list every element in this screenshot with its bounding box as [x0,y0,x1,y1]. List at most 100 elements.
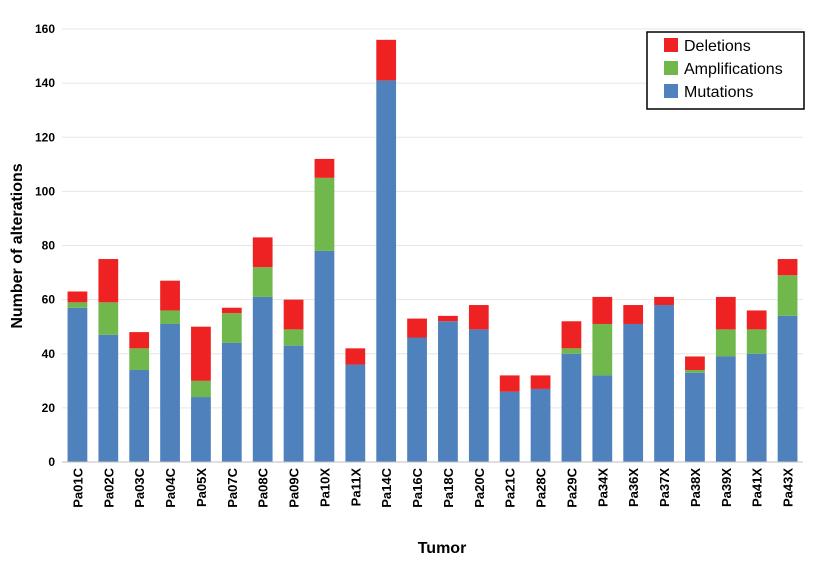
x-tick-label: Pa02C [101,467,116,507]
bar-amplifications-pa38x [685,369,705,373]
x-tick-label: Pa41X [750,468,765,507]
x-tick-label: Pa39X [719,468,734,507]
bar-amplifications-pa07c [221,313,242,343]
x-tick-label: Pa07C [225,467,240,507]
bar-amplifications-pa02c [98,302,119,335]
bar-amplifications-pa09c [283,329,304,346]
x-tick-label: Pa28C [534,467,549,507]
y-tick-label: 100 [35,184,55,198]
bar-amplifications-pa03c [129,348,150,370]
bar-mutations-pa43x [777,315,798,462]
bars [67,39,798,462]
y-tick-labels: 0 20 40 60 80 100 120 140 160 [35,22,55,469]
x-tick-label: Pa10X [317,468,332,507]
legend-label-mutations: Mutations [684,84,753,101]
bar-deletions-pa16c [407,318,427,338]
y-tick-label: 140 [35,76,55,90]
x-tick-label: Pa04C [163,467,178,507]
bar-deletions-pa10x [314,158,335,178]
y-tick-label: 120 [35,130,55,144]
x-tick-label: Pa01C [70,467,85,507]
x-tick-label: Pa09C [287,467,302,507]
bar-mutations-pa18c [438,321,458,462]
x-tick-label: Pa18C [441,467,456,507]
bar-mutations-pa39x [715,356,736,462]
bar-deletions-pa38x [685,356,705,370]
x-tick-label: Pa14C [379,467,394,507]
bar-mutations-pa21c [499,391,520,462]
bar-mutations-pa02c [98,334,119,462]
bar-amplifications-pa43x [777,275,798,316]
bar-deletions-pa14c [376,39,397,81]
x-tick-label: Pa08C [256,467,271,507]
bar-deletions-pa07c [221,307,242,314]
legend-swatch-mutations [664,84,678,98]
bar-amplifications-pa08c [252,267,273,297]
bar-mutations-pa08c [252,296,273,462]
bar-deletions-pa02c [98,259,119,303]
bar-deletions-pa05x [191,326,211,381]
legend: Deletions Amplifications Mutations [646,31,805,110]
bar-amplifications-pa10x [314,177,335,251]
x-tick-label: Pa21C [503,467,518,507]
bar-mutations-pa36x [623,323,644,462]
x-tick-label: Pa36X [626,468,641,507]
bar-deletions-pa41x [746,310,767,330]
bar-deletions-pa39x [715,296,736,330]
bar-deletions-pa09c [283,299,304,330]
x-tick-label: Pa05X [194,468,209,507]
bar-mutations-pa37x [654,305,674,462]
x-tick-label: Pa03C [132,467,147,507]
bar-deletions-pa11x [345,348,366,365]
y-axis-title: Number of alterations [9,163,26,328]
bar-amplifications-pa34x [592,323,613,376]
bar-amplifications-pa04c [160,310,180,324]
bar-deletions-pa43x [777,259,798,276]
x-tick-label: Pa11X [348,468,363,507]
legend-swatch-deletions [664,38,678,52]
bar-mutations-pa29c [561,353,582,462]
bar-mutations-pa34x [592,375,613,462]
bar-deletions-pa08c [252,237,273,268]
x-tick-label: Pa16C [410,467,425,507]
bar-deletions-pa01c [67,291,88,303]
y-tick-label: 80 [42,239,56,253]
bar-deletions-pa29c [561,321,582,349]
y-tick-label: 0 [48,455,55,469]
bar-deletions-pa04c [160,280,180,311]
bar-deletions-pa03c [129,332,150,349]
bar-deletions-pa37x [654,296,674,306]
y-tick-label: 40 [42,347,56,361]
bar-deletions-pa36x [623,305,644,324]
bar-mutations-pa03c [129,369,150,462]
bar-deletions-pa28c [530,375,551,389]
y-tick-label: 160 [35,22,55,36]
x-tick-label: Pa20C [472,467,487,507]
x-tick-label: Pa38X [688,468,703,507]
bar-deletions-pa21c [499,375,520,392]
bar-mutations-pa11x [345,364,366,462]
x-tick-label: Pa29C [564,467,579,507]
bar-mutations-pa07c [221,342,242,462]
bar-amplifications-pa29c [561,348,582,354]
bar-mutations-pa05x [191,397,211,462]
x-tick-label: Pa43X [781,468,796,507]
x-axis-title: Tumor [418,540,467,557]
bar-deletions-pa34x [592,296,613,324]
bar-amplifications-pa01c [67,302,88,308]
bar-mutations-pa04c [160,323,180,462]
bar-mutations-pa10x [314,250,335,462]
y-tick-label: 20 [42,401,56,415]
bar-mutations-pa38x [685,372,705,462]
bar-mutations-pa14c [376,80,397,462]
legend-label-deletions: Deletions [684,38,751,55]
bar-mutations-pa01c [67,307,88,462]
bar-deletions-pa20c [468,305,489,330]
gridlines [62,28,803,409]
bar-deletions-pa18c [438,315,458,322]
bar-amplifications-pa39x [715,329,736,357]
bar-mutations-pa41x [746,353,767,462]
bar-amplifications-pa05x [191,380,211,398]
bar-mutations-pa09c [283,345,304,462]
